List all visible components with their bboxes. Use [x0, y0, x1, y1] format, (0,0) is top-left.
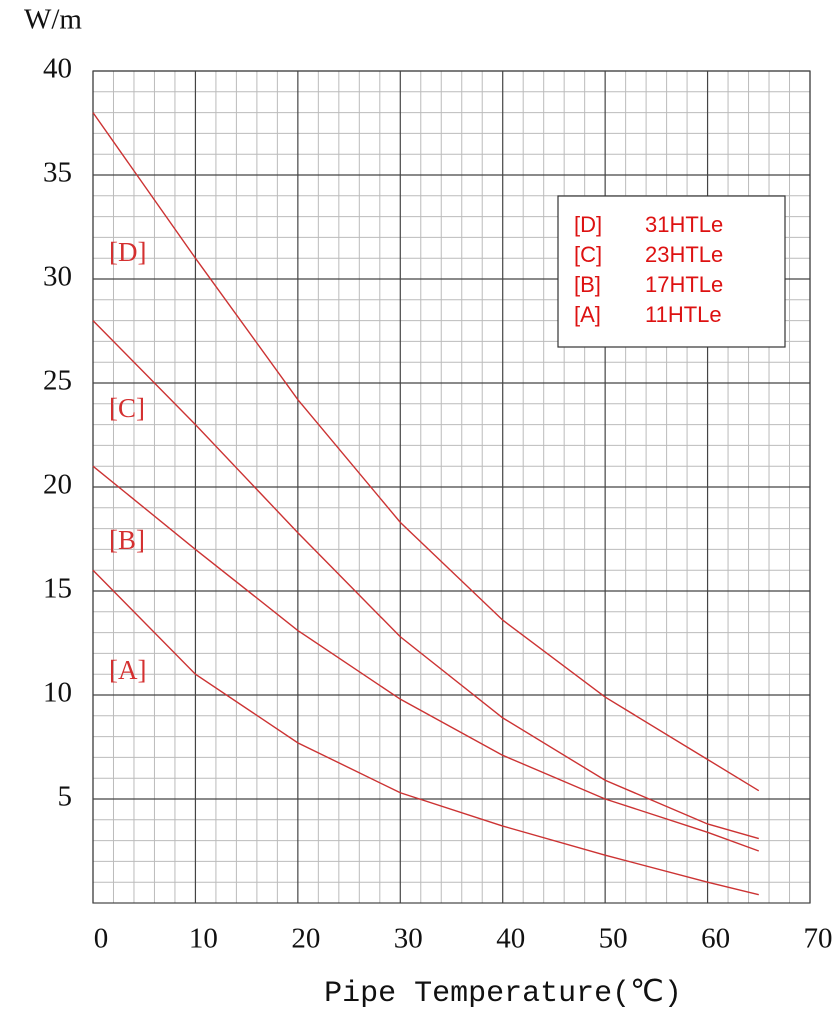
y-tick-label: 40	[43, 53, 72, 85]
curve-label: [C]	[109, 393, 145, 423]
legend-key: [D]	[574, 212, 602, 237]
legend-label: 31HTLe	[645, 212, 723, 237]
x-tick-label: 10	[189, 923, 218, 955]
series-line	[92, 465, 760, 852]
x-tick-label: 30	[394, 923, 423, 955]
legend-label: 23HTLe	[645, 242, 723, 267]
legend-label: 17HTLe	[645, 272, 723, 297]
curve-label: [B]	[109, 525, 145, 555]
x-tick-label: 60	[701, 923, 730, 955]
y-tick-label: 20	[43, 469, 72, 501]
x-tick-label: 40	[496, 923, 525, 955]
series-line	[92, 569, 759, 896]
legend-label: 11HTLe	[645, 302, 722, 327]
curve-label: [A]	[109, 655, 146, 685]
legend-key: [A]	[574, 302, 601, 327]
legend-box	[557, 195, 786, 348]
y-axis-title: W/m	[24, 4, 82, 36]
series-line	[92, 112, 760, 792]
x-tick-label: 50	[599, 923, 628, 955]
legend-key: [C]	[574, 242, 602, 267]
y-tick-label: 30	[43, 261, 72, 293]
y-tick-label: 35	[43, 157, 72, 189]
curve-label: [D]	[109, 237, 146, 267]
plot-frame	[92, 70, 811, 904]
y-tick-label: 5	[58, 781, 73, 813]
legend: [D] 31HTLe [C] 23HTLe [B] 17HTLe [A] 11HTLe	[557, 195, 786, 348]
y-tick-label: 10	[43, 677, 72, 709]
x-axis-title: Pipe Temperature(℃)	[324, 977, 682, 1011]
y-tick-label: 25	[43, 365, 72, 397]
x-tick-label: 20	[291, 923, 320, 955]
x-tick-label: 70	[804, 923, 833, 955]
series-line	[92, 320, 759, 840]
y-tick-label: 15	[43, 573, 72, 605]
x-tick-label: 0	[94, 923, 109, 955]
legend-key: [B]	[574, 272, 601, 297]
